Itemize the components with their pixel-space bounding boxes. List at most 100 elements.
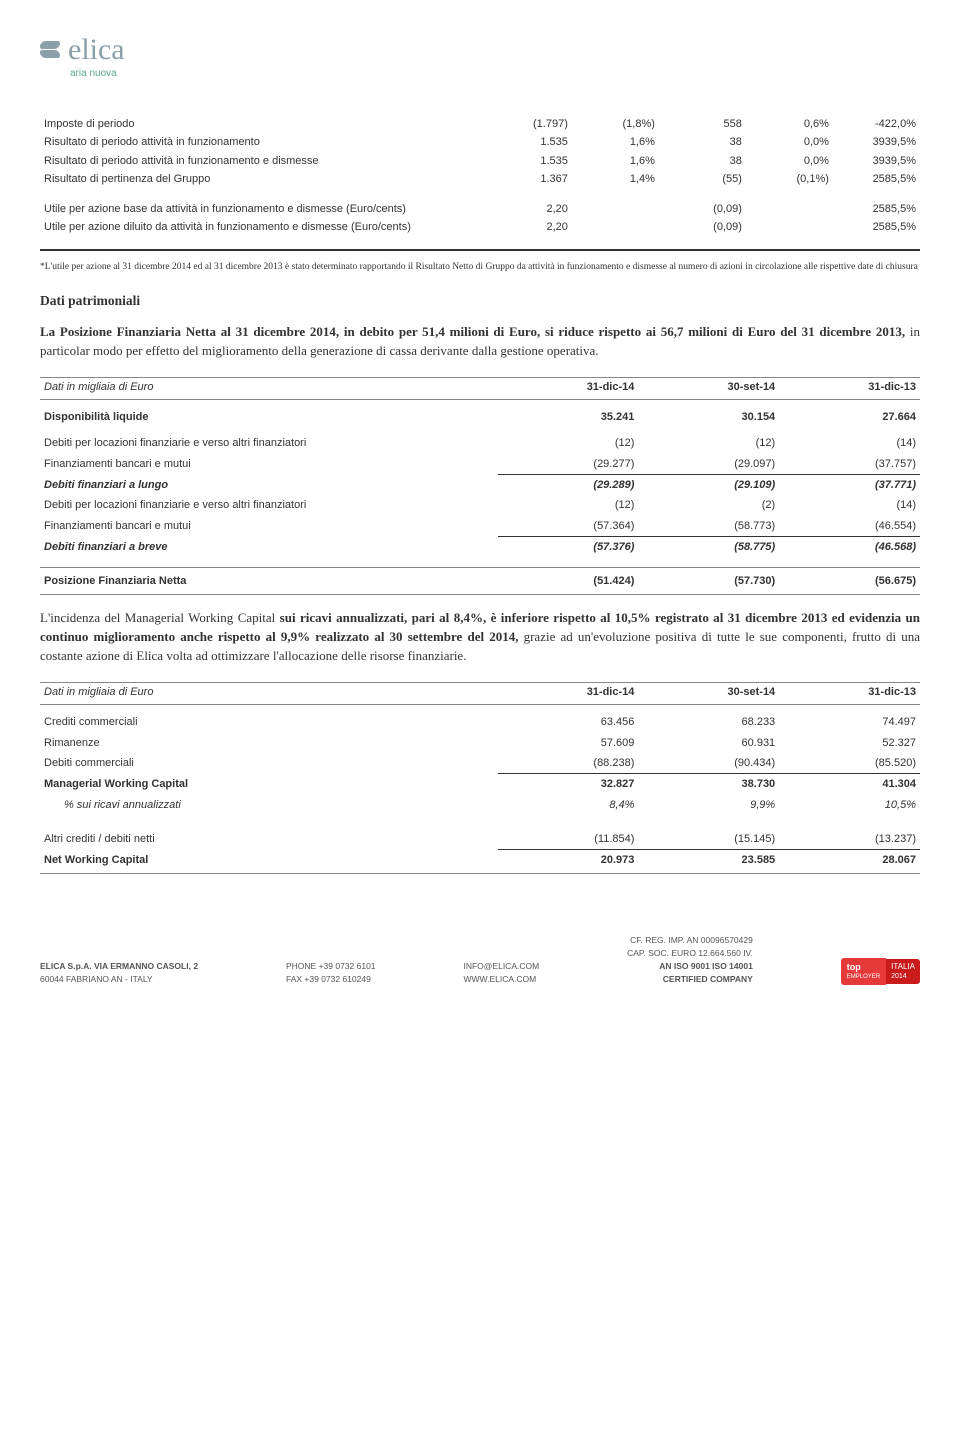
- cell: 0,0%: [746, 133, 833, 151]
- cell: (51.424): [498, 567, 639, 594]
- cell: (15.145): [638, 829, 779, 850]
- cell: (37.771): [779, 475, 920, 496]
- cell: (11.854): [498, 829, 639, 850]
- page-footer: ELICA S.p.A. VIA ERMANNO CASOLI, 2 60044…: [40, 934, 920, 985]
- cell: (90.434): [638, 753, 779, 774]
- cell: 30.154: [638, 400, 779, 428]
- cell: (2): [638, 495, 779, 515]
- cell: (12): [498, 495, 639, 515]
- cell: (29.289): [498, 475, 639, 496]
- cell: 38.730: [638, 774, 779, 795]
- cell: [572, 218, 659, 236]
- table-row: Debiti commerciali(88.238)(90.434)(85.52…: [40, 753, 920, 774]
- cell: (0,09): [659, 200, 746, 218]
- cell: 1.367: [485, 170, 572, 188]
- table-row: Finanziamenti bancari e mutui(57.364)(58…: [40, 516, 920, 537]
- table-row: Rimanenze57.60960.93152.327: [40, 733, 920, 753]
- cell: [572, 200, 659, 218]
- cell: (0,09): [659, 218, 746, 236]
- cell: 3939,5%: [833, 152, 920, 170]
- cell: 2585,5%: [833, 218, 920, 236]
- cell: 57.609: [498, 733, 639, 753]
- cell: 74.497: [779, 712, 920, 732]
- row-label: Debiti per locazioni finanziarie e verso…: [40, 495, 498, 515]
- cell: (0,1%): [746, 170, 833, 188]
- cell: (85.520): [779, 753, 920, 774]
- cell: 558: [659, 115, 746, 133]
- col-header: 31-dic-14: [498, 378, 639, 400]
- nfp-paragraph: La Posizione Finanziaria Netta al 31 dic…: [40, 323, 920, 361]
- table-row: Debiti per locazioni finanziarie e verso…: [40, 433, 920, 453]
- cell: 60.931: [638, 733, 779, 753]
- cell: (57.730): [638, 567, 779, 594]
- row-label: Net Working Capital: [40, 850, 498, 874]
- cell: (1,8%): [572, 115, 659, 133]
- row-label: Disponibilità liquide: [40, 400, 498, 428]
- cell: (46.568): [779, 536, 920, 557]
- cell: 3939,5%: [833, 133, 920, 151]
- top-employer-badge: top EMPLOYER ITALIA 2014: [841, 958, 920, 985]
- row-label: % sui ricavi annualizzati: [40, 795, 498, 815]
- cell: (57.376): [498, 536, 639, 557]
- row-label: Imposte di periodo: [40, 115, 485, 133]
- cell: (14): [779, 433, 920, 453]
- cell: 1,4%: [572, 170, 659, 188]
- logo-swirls-icon: [40, 41, 60, 58]
- footer-address: ELICA S.p.A. VIA ERMANNO CASOLI, 2 60044…: [40, 960, 198, 986]
- cell: 35.241: [498, 400, 639, 428]
- cell: 63.456: [498, 712, 639, 732]
- table-row: Disponibilità liquide35.24130.15427.664: [40, 400, 920, 428]
- section-heading: Dati patrimoniali: [40, 292, 920, 310]
- table-row: Crediti commerciali63.45668.23374.497: [40, 712, 920, 732]
- table-row: Risultato di periodo attività in funzion…: [40, 133, 920, 151]
- row-label: Utile per azione base da attività in fun…: [40, 200, 485, 218]
- table-row: Utile per azione diluito da attività in …: [40, 218, 920, 236]
- cell: 1.535: [485, 133, 572, 151]
- table-row: Risultato di pertinenza del Gruppo1.3671…: [40, 170, 920, 188]
- cell: 1,6%: [572, 152, 659, 170]
- mwc-paragraph: L'incidenza del Managerial Working Capit…: [40, 609, 920, 666]
- table-row: Risultato di periodo attività in funzion…: [40, 152, 920, 170]
- row-label: Risultato di pertinenza del Gruppo: [40, 170, 485, 188]
- row-label: Debiti finanziari a breve: [40, 536, 498, 557]
- row-label: Risultato di periodo attività in funzion…: [40, 152, 485, 170]
- col-header: 31-dic-13: [779, 378, 920, 400]
- cell: 23.585: [638, 850, 779, 874]
- cell: 2,20: [485, 218, 572, 236]
- caption: Dati in migliaia di Euro: [40, 378, 498, 400]
- nfp-table: Dati in migliaia di Euro 31-dic-14 30-se…: [40, 378, 920, 595]
- footer-reg: CF. REG. IMP. AN 00096570429 CAP. SOC. E…: [627, 934, 753, 985]
- row-label: Debiti finanziari a lungo: [40, 475, 498, 496]
- row-label: Rimanenze: [40, 733, 498, 753]
- col-header: 31-dic-13: [779, 683, 920, 705]
- table-row: Managerial Working Capital32.82738.73041…: [40, 774, 920, 795]
- income-summary-table: Imposte di periodo(1.797)(1,8%)5580,6%-4…: [40, 115, 920, 237]
- cell: 52.327: [779, 733, 920, 753]
- cell: 20.973: [498, 850, 639, 874]
- cell: 2585,5%: [833, 170, 920, 188]
- table-row: Posizione Finanziaria Netta(51.424)(57.7…: [40, 567, 920, 594]
- table-row: Altri crediti / debiti netti(11.854)(15.…: [40, 829, 920, 850]
- cell: (14): [779, 495, 920, 515]
- cell: (57.364): [498, 516, 639, 537]
- logo-name: elica: [68, 30, 125, 69]
- cell: (29.109): [638, 475, 779, 496]
- cell: (58.775): [638, 536, 779, 557]
- cell: 1.535: [485, 152, 572, 170]
- table-row: Debiti finanziari a breve(57.376)(58.775…: [40, 536, 920, 557]
- caption: Dati in migliaia di Euro: [40, 683, 498, 705]
- cell: 27.664: [779, 400, 920, 428]
- cell: [746, 200, 833, 218]
- cell: 2585,5%: [833, 200, 920, 218]
- col-header: 31-dic-14: [498, 683, 639, 705]
- row-label: Utile per azione diluito da attività in …: [40, 218, 485, 236]
- row-label: Managerial Working Capital: [40, 774, 498, 795]
- cell: 38: [659, 133, 746, 151]
- cell: -422,0%: [833, 115, 920, 133]
- working-capital-table: Dati in migliaia di Euro 31-dic-14 30-se…: [40, 683, 920, 875]
- cell: (88.238): [498, 753, 639, 774]
- cell: 0,0%: [746, 152, 833, 170]
- col-header: 30-set-14: [638, 378, 779, 400]
- table-row: % sui ricavi annualizzati8,4%9,9%10,5%: [40, 795, 920, 815]
- row-label: Debiti commerciali: [40, 753, 498, 774]
